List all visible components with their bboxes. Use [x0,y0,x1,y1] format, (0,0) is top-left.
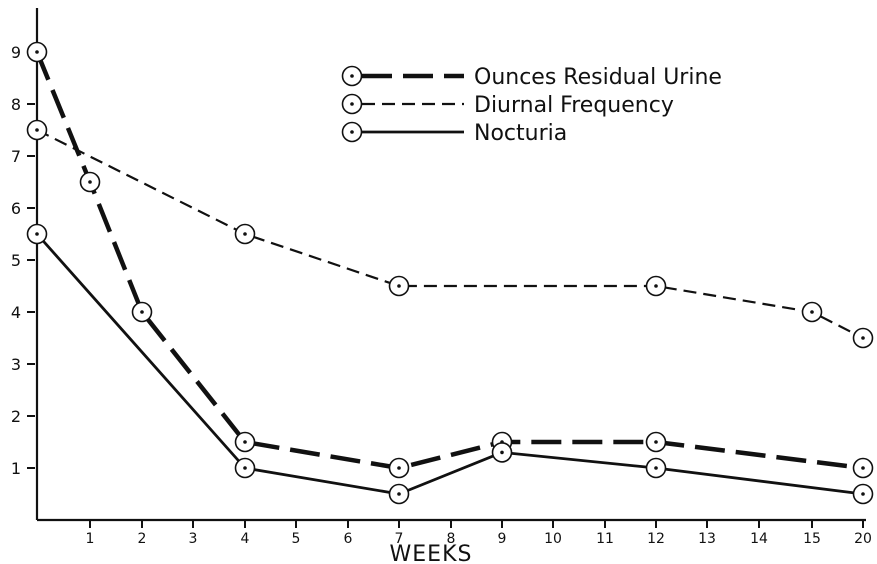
series-line-1 [34,51,864,471]
x-tick-label: 11 [596,531,614,547]
x-tick-label: 6 [344,531,353,547]
data-point-dot [810,310,814,314]
data-point-dot [654,284,658,288]
x-tick-label: 20 [854,531,872,547]
x-tick-label: 14 [750,531,768,547]
data-point [26,119,48,141]
legend-label: Diurnal Frequency [474,93,674,118]
data-point-dot [35,128,39,132]
data-point [131,301,153,323]
legend-label: Nocturia [474,121,567,146]
data-point [645,457,667,479]
x-tick-label: 1 [86,531,95,547]
legend-marker-dot [350,74,354,78]
data-point [491,442,513,463]
data-point-dot [861,492,865,496]
y-tick-label: 7 [11,147,21,166]
x-tick-label: 5 [292,531,301,547]
x-tick-label: 12 [647,531,665,547]
data-point-dot [397,466,401,470]
y-tick-label: 2 [11,407,21,426]
data-point-dot [397,284,401,288]
data-point-dot [88,180,92,184]
x-tick-label: 8 [447,531,456,547]
legend-marker-dot [350,130,354,134]
series-line-3 [35,233,864,496]
x-tick-label: 15 [803,531,821,547]
x-tick-label: 3 [189,531,198,547]
data-point [79,171,101,193]
data-point [388,483,410,505]
x-tick-label: 2 [138,531,147,547]
data-point-dot [243,232,247,236]
y-ticks: 1 2 3 4 5 6 7 8 9 [11,43,35,478]
data-point [388,275,410,297]
data-point-dot [654,466,658,470]
series-line-2 [36,129,864,339]
legend-item: Diurnal Frequency [341,93,674,118]
legend-item: Ounces Residual Urine [341,65,722,90]
data-point [234,223,256,245]
x-tick-label: 13 [698,531,716,547]
data-point-dot [35,232,39,236]
y-tick-label: 8 [11,95,21,114]
y-tick-label: 1 [11,459,21,478]
data-point-dot [861,336,865,340]
data-point [852,327,874,349]
legend-label: Ounces Residual Urine [474,65,722,90]
y-tick-label: 6 [11,199,21,218]
x-tick-label: 9 [498,531,507,547]
data-point [26,41,48,63]
data-point [852,457,874,479]
data-point [645,431,667,453]
data-point-dot [35,50,39,54]
y-tick-label: 5 [11,251,21,270]
data-point [234,457,256,479]
y-tick-label: 9 [11,43,21,62]
data-point-dot [654,440,658,444]
y-tick-label: 3 [11,355,21,374]
data-point [388,457,410,479]
data-point [852,483,874,505]
series-lines [34,51,864,496]
data-point [801,301,823,323]
x-ticks: 1 2 3 4 5 6 7 8 9 10 11 12 13 14 15 20 [86,520,872,547]
x-tick-label: 4 [241,531,250,547]
legend: Ounces Residual Urine Diurnal Frequency No… [341,65,722,146]
data-point-dot [243,466,247,470]
series-markers [26,41,874,505]
legend-marker-dot [350,102,354,106]
x-tick-label: 10 [544,531,562,547]
data-point-dot [397,492,401,496]
data-point-dot [861,466,865,470]
x-axis-title: WEEKS [390,542,473,564]
data-point-dot [243,440,247,444]
data-point-dot [140,310,144,314]
data-point [234,431,256,453]
legend-item: Nocturia [341,121,567,146]
data-point [645,275,667,297]
y-tick-label: 4 [11,303,21,322]
data-point-dot [500,450,504,455]
data-point [26,223,48,245]
x-tick-label: 7 [395,531,404,547]
